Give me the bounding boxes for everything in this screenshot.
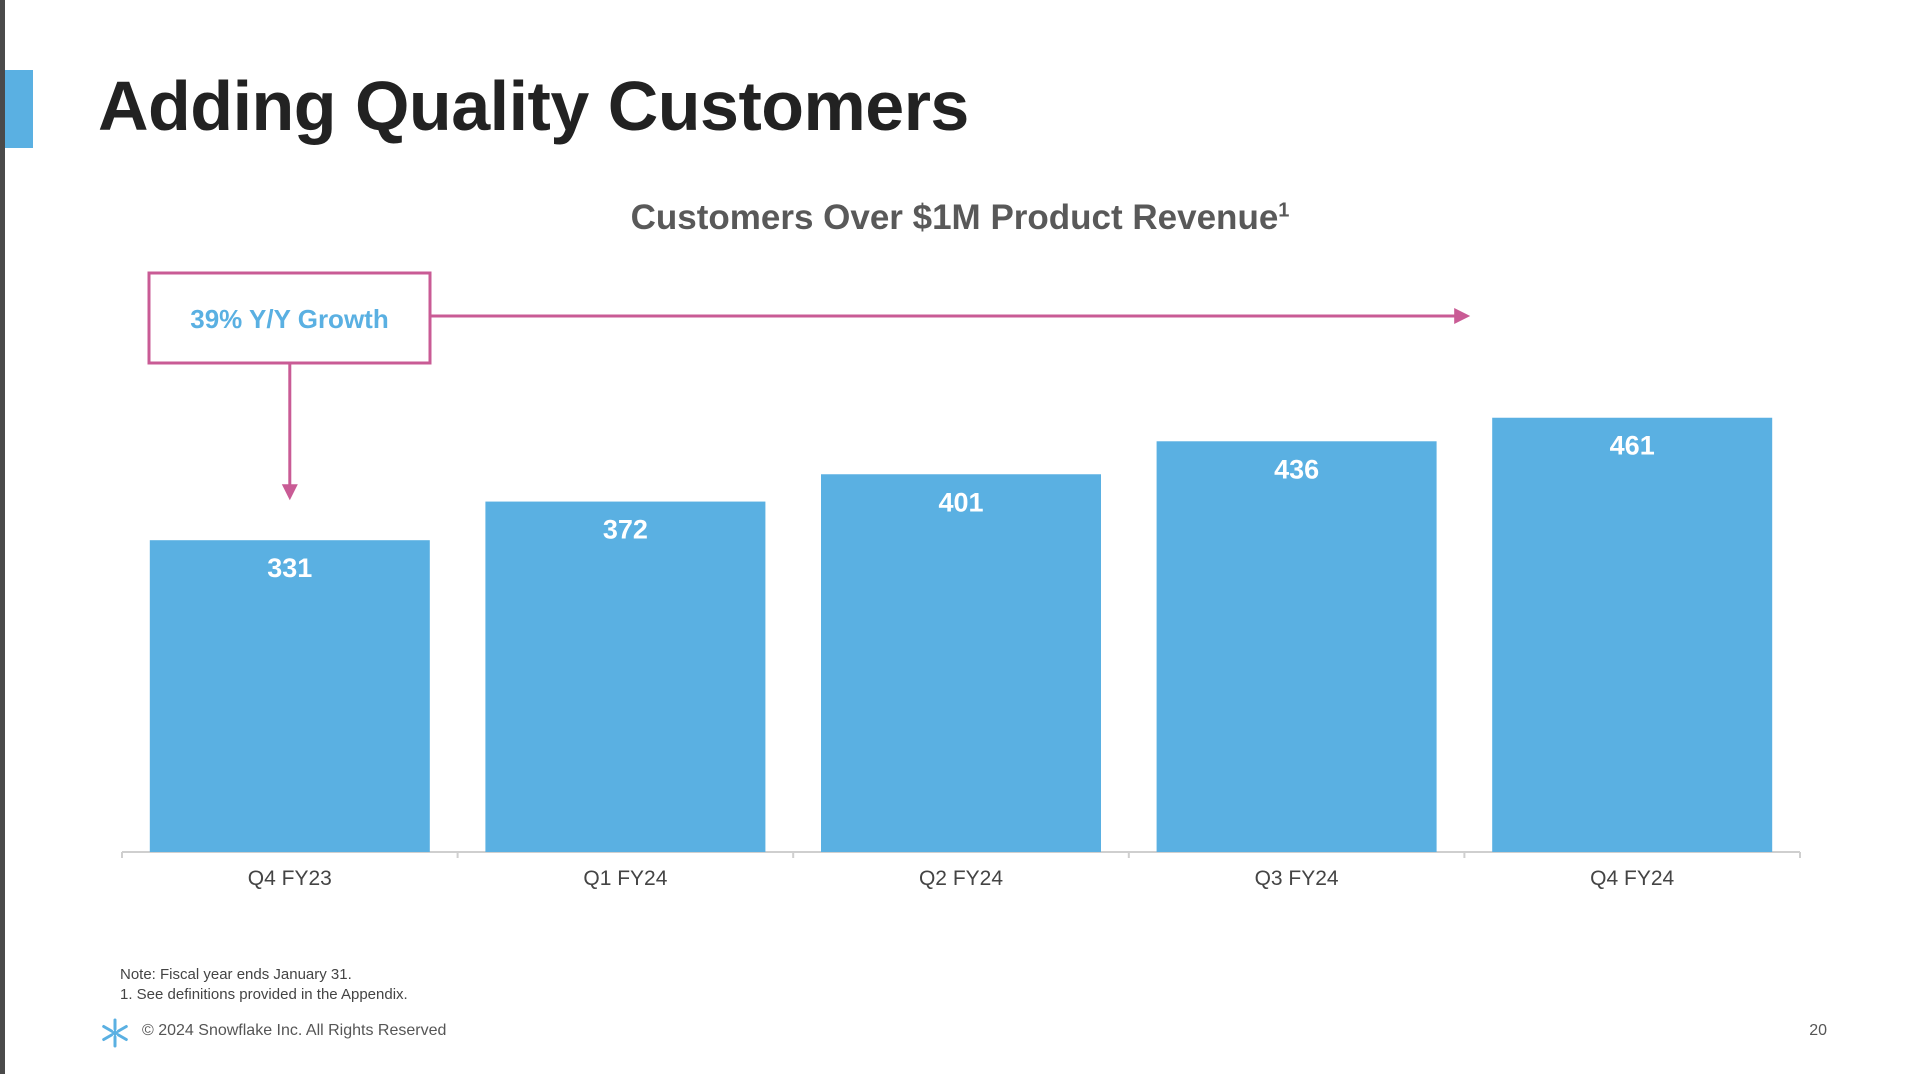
bar-q4-fy23 xyxy=(149,540,430,852)
bar-value-label: 436 xyxy=(1274,454,1319,484)
page-number: 20 xyxy=(1809,1022,1827,1039)
growth-callout-text: 39% Y/Y Growth xyxy=(190,304,388,334)
slide-left-border xyxy=(0,0,5,1074)
bar-value-label: 331 xyxy=(267,553,312,583)
title-accent-bar xyxy=(5,70,33,148)
arrow-down-icon xyxy=(281,484,298,501)
x-tick-label: Q2 FY24 xyxy=(919,867,1003,890)
snowflake-logo-icon xyxy=(102,1018,128,1048)
chart-title-text: Customers Over $1M Product Revenue xyxy=(630,198,1279,237)
x-tick-label: Q4 FY24 xyxy=(1590,867,1674,890)
growth-callout-box xyxy=(147,271,432,365)
chart-title: Customers Over $1M Product Revenue1 xyxy=(0,198,1920,238)
bar-value-label: 372 xyxy=(603,515,648,545)
bar-value-label: 401 xyxy=(938,487,983,517)
chart-title-superscript: 1 xyxy=(1278,199,1290,222)
x-tick-label: Q1 FY24 xyxy=(583,867,667,890)
footnotes: Note: Fiscal year ends January 31. 1. Se… xyxy=(120,965,408,1005)
x-tick-label: Q4 FY23 xyxy=(248,867,332,890)
bar-q3-fy24 xyxy=(1156,441,1437,852)
bar-q2-fy24 xyxy=(821,474,1101,852)
footnote-definitions: 1. See definitions provided in the Appen… xyxy=(120,986,408,1003)
copyright-text: © 2024 Snowflake Inc. All Rights Reserve… xyxy=(142,1022,447,1039)
slide-title: Adding Quality Customers xyxy=(98,67,969,145)
x-tick-label: Q3 FY24 xyxy=(1255,867,1339,890)
bar-q1-fy24 xyxy=(485,501,766,852)
bar-value-label: 461 xyxy=(1610,431,1655,461)
footnote-fiscal-year: Note: Fiscal year ends January 31. xyxy=(120,966,352,983)
arrow-right-icon xyxy=(1454,308,1471,324)
bar-q4-fy24 xyxy=(1492,417,1773,852)
